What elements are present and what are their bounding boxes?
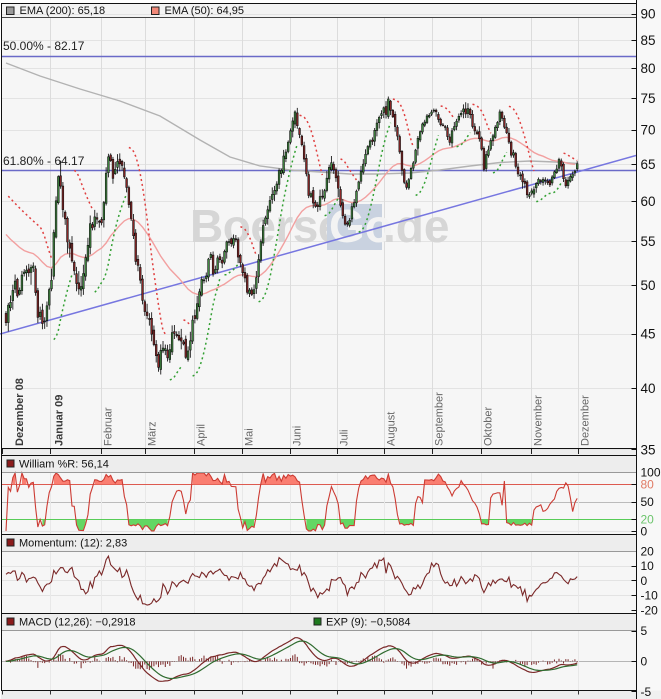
svg-text:70: 70 [641, 123, 656, 138]
svg-text:September: September [434, 392, 446, 446]
svg-text:100: 100 [641, 466, 661, 480]
svg-text:55: 55 [641, 234, 656, 249]
svg-text:-10: -10 [641, 589, 659, 603]
svg-text:August: August [386, 412, 398, 446]
svg-text:MACD (12,26): −0,2918: MACD (12,26): −0,2918 [19, 617, 135, 629]
svg-text:0: 0 [641, 525, 648, 539]
svg-text:Oktober: Oktober [483, 407, 495, 446]
svg-text:40: 40 [641, 381, 656, 396]
svg-text:90: 90 [641, 7, 656, 22]
svg-text:35: 35 [641, 442, 656, 457]
svg-text:50.00% - 82.17: 50.00% - 82.17 [3, 39, 85, 53]
svg-text:Momentum: (12): 2,83: Momentum: (12): 2,83 [19, 538, 127, 550]
svg-text:EMA (200): 65,18: EMA (200): 65,18 [20, 5, 106, 17]
svg-text:5: 5 [641, 624, 648, 638]
svg-text:50: 50 [641, 278, 656, 293]
svg-text:80: 80 [641, 61, 656, 76]
svg-text:0: 0 [641, 654, 648, 668]
svg-text:Dezember: Dezember [580, 395, 592, 446]
svg-text:Februar: Februar [103, 407, 115, 446]
svg-text:0: 0 [641, 574, 648, 588]
svg-text:November: November [533, 395, 545, 446]
svg-text:45: 45 [641, 327, 656, 342]
svg-text:60: 60 [641, 194, 656, 209]
svg-text:-5: -5 [641, 685, 652, 699]
svg-text:-20: -20 [641, 603, 659, 617]
svg-text:80: 80 [641, 477, 655, 491]
svg-text:EXP (9): −0,5084: EXP (9): −0,5084 [326, 617, 411, 629]
svg-text:61.80% - 64.17: 61.80% - 64.17 [3, 154, 85, 168]
svg-text:65: 65 [641, 157, 656, 172]
svg-text:.de: .de [383, 200, 449, 252]
svg-text:50: 50 [641, 495, 655, 509]
svg-text:April: April [196, 424, 208, 446]
svg-text:75: 75 [641, 91, 656, 106]
svg-text:Juni: Juni [292, 426, 304, 446]
svg-text:10: 10 [641, 559, 655, 573]
svg-text:Mai: Mai [244, 428, 256, 446]
svg-text:März: März [147, 422, 159, 446]
svg-text:Dezember 08: Dezember 08 [14, 378, 26, 446]
svg-text:85: 85 [641, 33, 656, 48]
svg-text:Januar 09: Januar 09 [54, 395, 66, 446]
svg-text:William %R: 56,14: William %R: 56,14 [19, 459, 109, 471]
svg-text:20: 20 [641, 513, 655, 527]
svg-text:Juli: Juli [339, 429, 351, 446]
svg-text:20: 20 [641, 544, 655, 558]
svg-text:EMA (50): 64,95: EMA (50): 64,95 [165, 5, 245, 17]
